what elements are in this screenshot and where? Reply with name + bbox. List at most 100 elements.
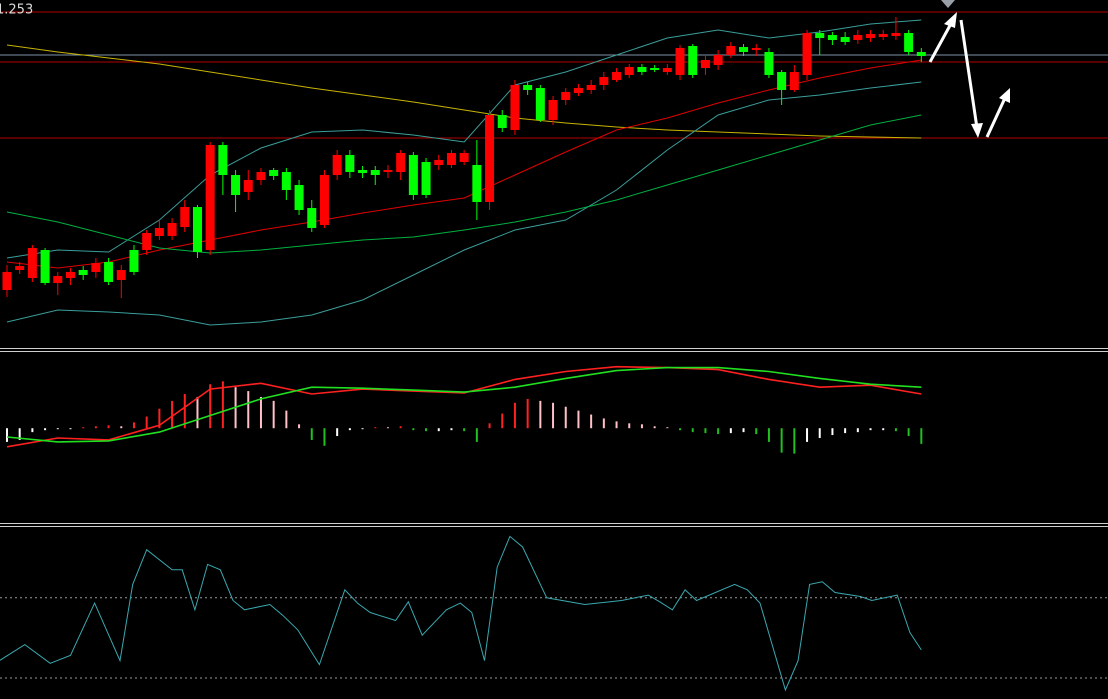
macd-bar: [107, 425, 110, 429]
annotations: [928, 0, 1010, 138]
candle-body: [434, 160, 444, 165]
candle-body: [891, 33, 901, 36]
candle-body: [650, 68, 660, 70]
candle-body: [777, 72, 787, 90]
candle-body: [523, 85, 533, 90]
indicator-line: [6, 44, 922, 139]
candle-body: [27, 248, 37, 278]
marker: [941, 0, 955, 8]
macd-bar: [259, 396, 262, 429]
candle-body: [154, 228, 164, 236]
candle-body: [866, 34, 876, 38]
macd-bar: [526, 398, 529, 429]
macd-bar: [183, 394, 186, 429]
macd-bar: [18, 428, 21, 440]
panel: 1.253: [0, 3, 1108, 326]
indicator-line: [6, 59, 922, 269]
candle-body: [789, 72, 799, 90]
macd-bar: [831, 428, 834, 436]
arrow: [928, 19, 955, 63]
macd-bar: [221, 381, 224, 429]
candle-body: [624, 67, 634, 75]
macd-bar: [310, 428, 313, 440]
macd-bar: [145, 416, 148, 429]
candle-body: [662, 68, 672, 72]
macd-bar: [463, 428, 466, 432]
candle-body: [586, 85, 596, 90]
macd-bar: [755, 428, 758, 435]
candle-body: [104, 262, 114, 282]
arrow: [985, 97, 1007, 138]
candle-body: [459, 153, 469, 162]
candle-body: [573, 88, 583, 93]
macd-bar: [717, 428, 720, 435]
candle-body: [916, 52, 926, 56]
macd-bar: [69, 428, 72, 430]
candle-body: [91, 263, 101, 272]
macd-bar: [209, 384, 212, 429]
indicator-line: [6, 114, 922, 254]
panel-separators: [0, 348, 1108, 527]
candle-body: [688, 46, 698, 75]
candle-body: [904, 33, 914, 52]
candle-body: [713, 55, 723, 65]
macd-bar: [628, 423, 631, 429]
candle-body: [408, 155, 418, 195]
macd-bar: [806, 428, 809, 442]
macd-bar: [856, 428, 859, 433]
macd-bar: [869, 428, 872, 431]
macd-bar: [437, 428, 440, 432]
candle-body: [446, 153, 456, 165]
candle-body: [256, 172, 266, 180]
macd-bar: [475, 428, 478, 442]
macd-bar: [666, 427, 669, 429]
panel: [0, 535, 1108, 692]
macd-bar: [615, 421, 618, 429]
macd-bar: [171, 400, 174, 429]
macd-bar: [704, 428, 707, 434]
macd-bar: [590, 414, 593, 429]
macd-bar: [539, 400, 542, 429]
macd-bar: [882, 428, 885, 431]
macd-bar: [818, 428, 821, 438]
price-label: 1.253: [0, 3, 33, 18]
macd-bar: [729, 428, 732, 434]
macd-bar: [158, 408, 161, 429]
macd-bar: [679, 428, 682, 431]
macd-bar: [56, 428, 59, 430]
candle-body: [78, 270, 88, 275]
macd-bar: [577, 410, 580, 429]
macd-bar: [336, 428, 339, 437]
candle-body: [231, 175, 241, 195]
candle-body: [485, 115, 495, 202]
candle-body: [637, 67, 647, 72]
macd-bar: [31, 428, 34, 433]
candle-body: [510, 85, 520, 130]
candle-body: [2, 272, 12, 290]
macd-bar: [196, 396, 199, 429]
candle-body: [497, 115, 507, 128]
candle-body: [345, 155, 355, 172]
candle-body: [548, 100, 558, 120]
macd-bar: [488, 423, 491, 429]
candle-body: [421, 162, 431, 195]
arrow-head: [971, 123, 983, 138]
candle-body: [358, 170, 368, 173]
macd-bar: [399, 426, 402, 429]
macd-bar: [361, 428, 364, 430]
macd-bar: [5, 428, 8, 442]
macd-bar: [653, 426, 656, 429]
candle-body: [192, 207, 202, 252]
macd-bar: [920, 428, 923, 444]
macd-bar: [780, 428, 783, 453]
macd-bar: [386, 427, 389, 429]
macd-bar: [120, 426, 123, 429]
indicator-line: [6, 365, 922, 448]
candle-body: [561, 92, 571, 100]
candle-body: [65, 272, 75, 278]
candle-body: [269, 170, 279, 176]
macd-bar: [691, 428, 694, 433]
macd-bar: [907, 428, 910, 437]
